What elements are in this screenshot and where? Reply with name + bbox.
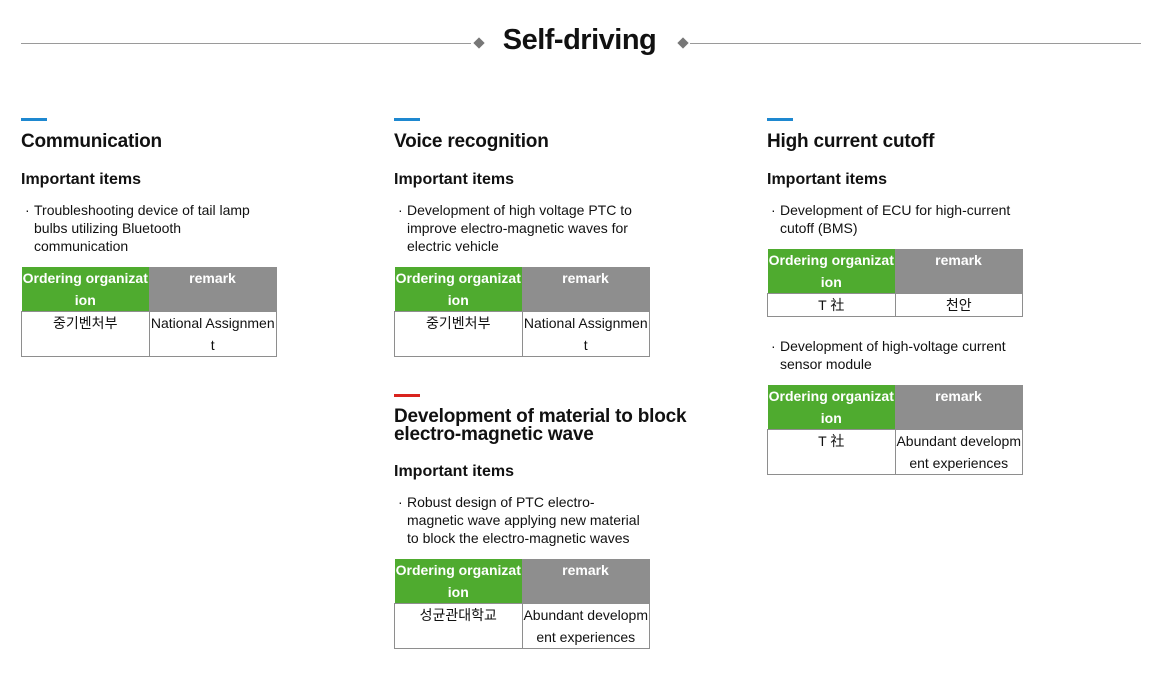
header-divider-left — [21, 43, 471, 44]
section-voice-recognition: Voice recognition Important items Develo… — [394, 118, 694, 357]
header-divider-right — [690, 43, 1141, 44]
table-cell-organization: 중기벤처부 — [394, 311, 523, 357]
table-header-organization: Ordering organization — [767, 249, 895, 294]
table-cell-remark: National Assignment — [521, 311, 650, 357]
table-cell-organization: T 社 — [767, 429, 896, 475]
info-table: Ordering organization remark 성균관대학교 Abun… — [394, 559, 650, 649]
section-title: Voice recognition — [394, 131, 549, 152]
section-accent-bar — [21, 118, 47, 121]
section-subtitle: Important items — [394, 463, 515, 480]
section-subtitle: Important items — [767, 171, 888, 188]
important-item: Troubleshooting device of tail lamp bulb… — [21, 201, 276, 255]
info-table: Ordering organization remark 중기벤처부 Natio… — [394, 267, 650, 357]
table-header-remark: remark — [522, 559, 650, 604]
table-cell-remark: National Assignment — [148, 311, 277, 357]
table-cell-remark: Abundant development experiences — [894, 429, 1023, 475]
info-table: Ordering organization remark T 社 천안 — [767, 249, 1023, 317]
section-title: Development of material to block electro… — [394, 406, 687, 445]
section-high-current-cutoff: High current cutoff Important items Deve… — [767, 118, 1067, 475]
section-subtitle: Important items — [394, 171, 515, 188]
table-cell-organization: 성균관대학교 — [394, 603, 523, 649]
important-item: Development of ECU for high-current cuto… — [767, 201, 1022, 237]
section-material: Development of material to block electro… — [394, 394, 694, 649]
table-header-remark: remark — [895, 249, 1023, 294]
table-cell-organization: 중기벤처부 — [21, 311, 150, 357]
section-subtitle: Important items — [21, 171, 142, 188]
table-header-organization: Ordering organization — [21, 267, 149, 312]
table-header-remark: remark — [522, 267, 650, 312]
page-title: Self-driving — [502, 24, 657, 56]
section-title: High current cutoff — [767, 131, 935, 152]
page-header: Self-driving — [0, 18, 1159, 70]
table-header-organization: Ordering organization — [394, 559, 522, 604]
section-accent-bar — [394, 394, 420, 397]
info-table: Ordering organization remark 중기벤처부 Natio… — [21, 267, 277, 357]
info-table: Ordering organization remark T 社 Abundan… — [767, 385, 1023, 475]
important-item: Robust design of PTC electro-magnetic wa… — [394, 493, 649, 547]
section-title: Communication — [21, 131, 162, 152]
table-header-remark: remark — [149, 267, 277, 312]
important-item: Development of high-voltage current sens… — [767, 337, 1022, 373]
section-communication: Communication Important items Troublesho… — [21, 118, 321, 357]
table-header-organization: Ordering organization — [394, 267, 522, 312]
section-accent-bar — [767, 118, 793, 121]
important-item: Development of high voltage PTC to impro… — [394, 201, 649, 255]
section-accent-bar — [394, 118, 420, 121]
table-cell-remark: 천안 — [894, 293, 1023, 317]
table-header-remark: remark — [895, 385, 1023, 430]
table-header-organization: Ordering organization — [767, 385, 895, 430]
table-cell-remark: Abundant development experiences — [521, 603, 650, 649]
table-cell-organization: T 社 — [767, 293, 896, 317]
